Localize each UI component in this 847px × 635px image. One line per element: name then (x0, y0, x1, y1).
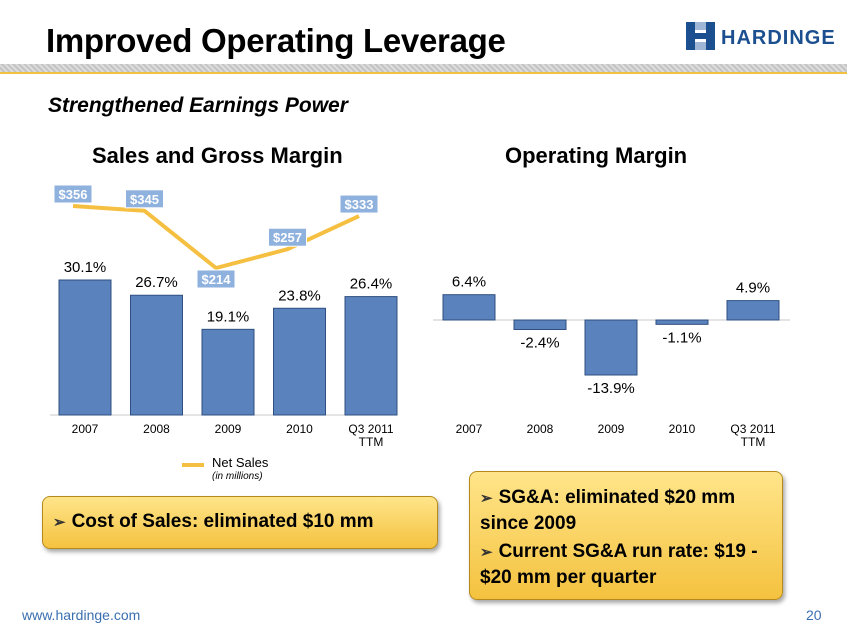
callout-cost-of-sales-text: Cost of Sales: eliminated $10 mm (71, 511, 374, 532)
header-rule (0, 64, 847, 72)
operating-margin-bar (726, 300, 780, 321)
net-sales-label: $333 (345, 197, 374, 212)
operating-margin-bar (513, 319, 567, 330)
chart1-tick-label: Q3 2011 TTM (348, 422, 393, 449)
operating-margin-label: 6.4% (452, 274, 486, 291)
net-sales-label: $257 (273, 230, 302, 245)
gross-margin-label: 26.7% (135, 274, 178, 291)
callout-sga-run-rate-text: Current SG&A run rate: $19 - $20 mm per … (480, 541, 758, 588)
net-sales-label-box (196, 269, 236, 289)
net-sales-label-box (339, 194, 379, 214)
chart1-tick-label: 2009 (215, 422, 242, 436)
chart2-tick-label: 2007 (456, 422, 483, 436)
gross-margin-bar (273, 307, 326, 416)
chart2-tick-label: Q3 2011 TTM (730, 422, 775, 449)
net-sales-line (72, 204, 360, 270)
net-sales-label: $214 (202, 272, 232, 287)
net-sales-label-box (268, 227, 307, 247)
slide-title: Improved Operating Leverage (46, 22, 506, 59)
chart2-tick-label: 2009 (598, 422, 625, 436)
chart1-tick-label: 2007 (72, 422, 99, 436)
chart2-tick-label: 2010 (669, 422, 696, 436)
operating-margin-label: -13.9% (587, 380, 635, 397)
gross-margin-bar (130, 294, 183, 416)
operating-margin-bar (442, 294, 496, 321)
gross-margin-bar (201, 328, 255, 416)
chart2-tick-label: 2008 (527, 422, 554, 436)
net-sales-label-box (125, 189, 164, 209)
callout-cost-of-sales: ➢ Cost of Sales: eliminated $10 mm (42, 496, 438, 549)
callout-sga: ➢ SG&A: eliminated $20 mm since 2009 ➢ Cur… (469, 471, 783, 600)
gross-margin-bar (58, 279, 112, 416)
callout-sga-eliminated-text: SG&A: eliminated $20 mm since 2009 (480, 487, 736, 534)
operating-margin-label: 4.9% (736, 280, 770, 297)
bullet-arrow-icon: ➢ (480, 490, 493, 507)
page-number: 20 (806, 607, 822, 623)
operating-margin-label: -1.1% (662, 329, 701, 346)
legend-net-sales-swatch (182, 463, 204, 467)
gross-margin-label: 23.8% (278, 287, 321, 304)
chart-title-sales: Sales and Gross Margin (92, 143, 343, 168)
chart1-tick-label: 2008 (143, 422, 170, 436)
hardinge-logo (686, 22, 836, 50)
net-sales-label-box (53, 184, 93, 204)
chart-title-operating-margin: Operating Margin (505, 143, 688, 168)
gross-margin-bar (344, 296, 398, 416)
bullet-arrow-icon: ➢ (480, 544, 493, 561)
gross-margin-label: 30.1% (64, 259, 107, 276)
slide-subtitle: Strengthened Earnings Power (48, 94, 348, 117)
operating-margin-bar (655, 319, 709, 325)
gross-margin-label: 26.4% (350, 276, 393, 293)
bullet-arrow-icon: ➢ (53, 514, 66, 531)
header-rule-accent (0, 72, 847, 74)
logo-text: HARDINGE (721, 27, 836, 49)
legend-net-sales-note: (in millions) (212, 471, 263, 482)
gross-margin-label: 19.1% (207, 308, 250, 325)
chart1-tick-label: 2010 (286, 422, 313, 436)
operating-margin-label: -2.4% (520, 334, 559, 351)
legend-net-sales-label: Net Sales (212, 455, 269, 470)
net-sales-label: $345 (130, 192, 159, 207)
footer-url: www.hardinge.com (22, 607, 141, 623)
net-sales-label: $356 (59, 187, 88, 202)
logo-mark-icon (686, 22, 715, 50)
operating-margin-bar (584, 319, 638, 376)
